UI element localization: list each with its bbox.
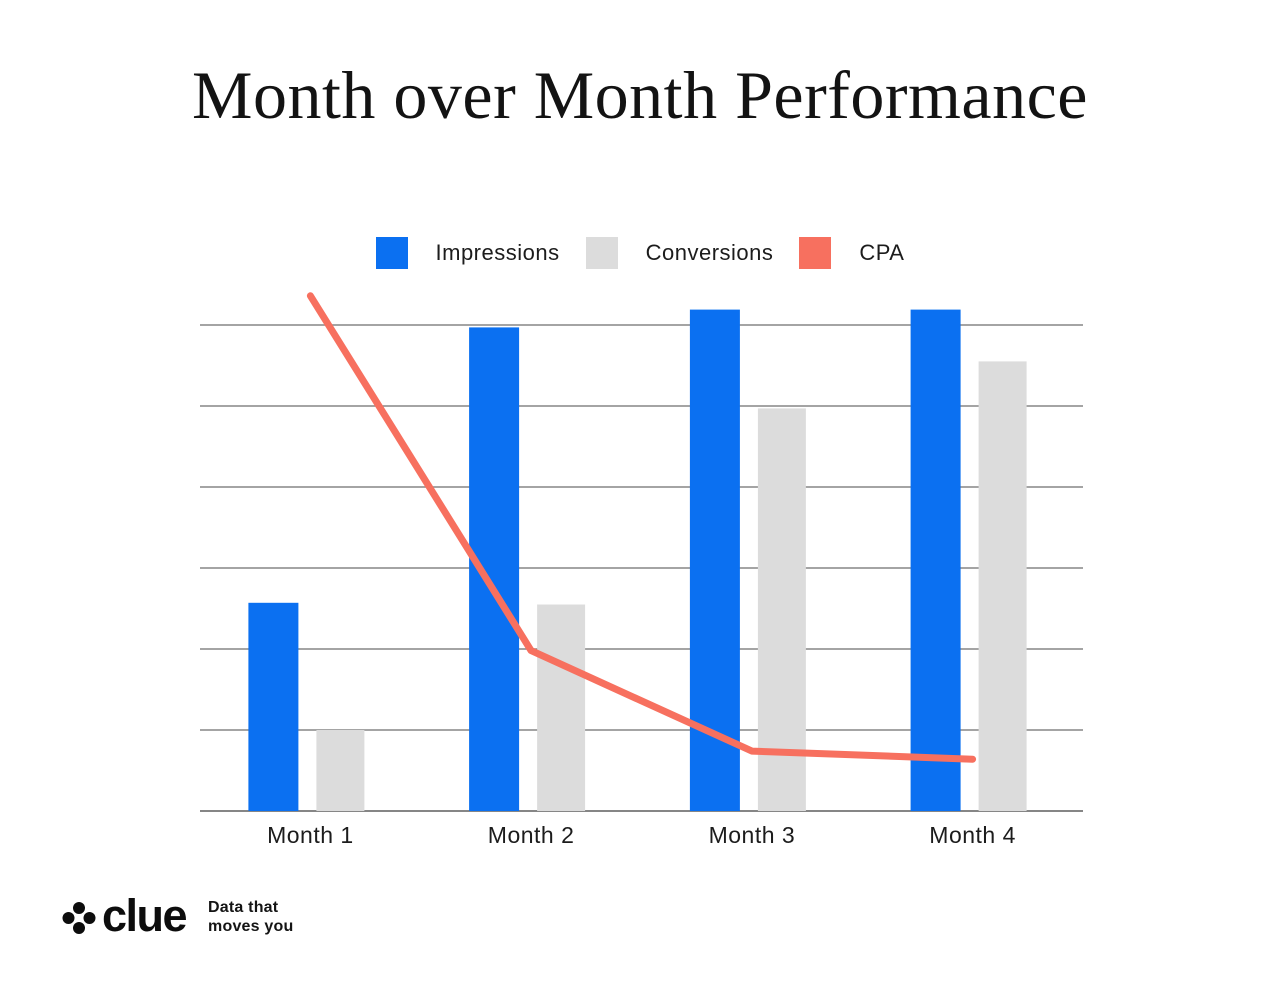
x-axis-label: Month 4 (929, 822, 1016, 848)
legend-item-cpa: CPA (799, 237, 904, 269)
cpa-swatch-icon (799, 237, 832, 269)
brand-tagline: Data that moves you (208, 899, 293, 937)
legend-label: Impressions (435, 240, 560, 265)
legend-item-impressions: Impressions (375, 237, 560, 269)
legend-label: Conversions (645, 240, 774, 265)
legend-label: CPA (859, 240, 905, 265)
chart-legend: Impressions Conversions CPA (0, 237, 1280, 269)
brand-name: clue (102, 889, 188, 941)
bar-conversions-month-4 (978, 361, 1027, 811)
x-axis-label: Month 2 (488, 822, 575, 848)
bar-conversions-month-3 (757, 408, 806, 811)
cpa-line (306, 292, 977, 763)
bar-impressions-month-4 (910, 309, 961, 811)
clue-logo-icon (62, 902, 96, 934)
bar-conversions-month-2 (537, 604, 586, 811)
page-title: Month over Month Performance (192, 57, 1088, 133)
conversions-swatch-icon (585, 237, 618, 269)
legend-item-conversions: Conversions (585, 237, 774, 269)
brand-tagline-line: Data that (208, 899, 279, 917)
bar-impressions-month-1 (248, 602, 299, 811)
impressions-swatch-icon (375, 237, 408, 269)
x-axis-label: Month 1 (267, 822, 354, 848)
bar-conversions-month-1 (316, 730, 365, 811)
x-axis-label: Month 3 (709, 822, 796, 848)
brand-logo: clue Data that moves you (60, 889, 293, 941)
brand-tagline-line: moves you (208, 918, 294, 935)
